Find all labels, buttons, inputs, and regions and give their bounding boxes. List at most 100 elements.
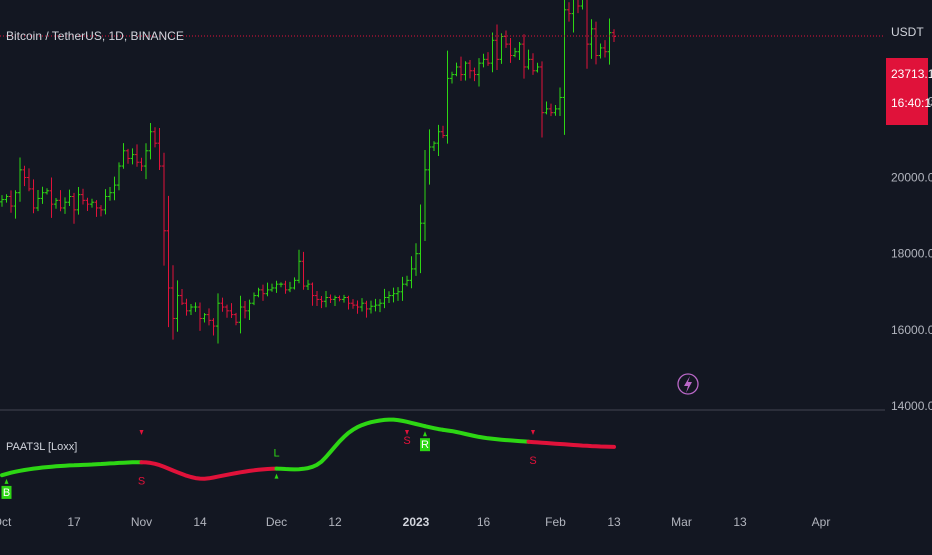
signal-label: L [273,448,279,460]
price-bar [63,197,67,214]
price-bar [198,302,202,331]
time-axis-tick: Apr [812,515,831,529]
price-bar [148,123,153,160]
price-bar [13,190,18,219]
price-bar [481,53,486,68]
price-bar [535,62,540,73]
price-bar [477,58,481,87]
price-bar [508,37,513,63]
price-bar [144,143,148,180]
price-bar [351,299,355,309]
price-axis-tick: 20000.00 [891,170,932,184]
signal-arrow-down [405,430,409,435]
indicator-line-segment [526,439,616,449]
price-bar [81,188,85,205]
price-bar [180,288,184,305]
price-bar [396,287,400,301]
price-axis-tick: 18000.00 [891,247,932,261]
time-axis-tick: 14 [193,515,207,529]
price-bar [360,298,364,312]
price-bar [378,299,382,313]
price-bar [607,18,612,65]
price-tag: 23713.10 16:40:18 [886,58,932,125]
last-price-label: 23713.10 [891,67,932,81]
price-bar [328,294,333,303]
indicator-line-segment [0,460,144,478]
price-bar [0,195,4,207]
currency-label: USDT [891,25,924,39]
price-bar [324,291,328,308]
symbol-title[interactable]: Bitcoin / TetherUS, 1D, BINANCE [6,29,184,43]
price-bar [216,293,220,344]
time-axis-tick: Oct [0,515,12,529]
price-bar [99,205,103,217]
price-bar [346,295,351,310]
price-bar [130,148,135,165]
price-bar [270,283,274,292]
time-axis[interactable]: Oct 17 Nov 14 Dec 12 2023 16 Feb 13 Mar 13 Apr [0,515,830,529]
price-bar [297,249,301,284]
price-bar [301,251,306,290]
indicator-line-segment [139,460,279,481]
price-bar [211,318,216,336]
price-bar [562,0,567,135]
price-bar [135,144,139,167]
price-bar [391,287,396,303]
price-bar [184,298,189,316]
price-bar [112,176,117,201]
price-bar [400,276,405,301]
indicator-line-segment [441,427,531,444]
price-bar [571,0,574,33]
signal-label: S [529,455,536,467]
signal-label: S [138,475,145,487]
price-bar [252,292,256,306]
signal-label: B [3,487,10,499]
price-bar [441,125,445,139]
alert-icon[interactable] [677,373,699,395]
indicator-line-segment [274,417,427,472]
lightning-icon [684,376,692,393]
price-bar [162,152,166,266]
indicator-title[interactable]: PAAT3L [Loxx] [6,441,77,453]
price-bar [234,312,238,326]
price-bar [459,56,463,81]
price-bar [117,162,121,191]
price-bar [405,275,409,287]
price-bar [463,61,468,81]
price-bar [94,200,99,217]
price-bar [238,295,243,334]
price-bar [31,179,36,214]
price-bar [427,129,432,185]
price-bar [364,300,369,318]
time-axis-tick: Feb [545,515,566,529]
price-bar [486,52,490,66]
price-bar [342,294,346,303]
time-axis-tick: 13 [733,515,747,529]
price-bar [310,282,315,306]
price-bar [202,313,207,323]
price-bar [436,124,441,157]
price-bar [76,186,81,215]
time-axis-tick: Nov [131,515,152,529]
price-bar [54,197,58,209]
time-axis-tick: 2023 [403,515,430,529]
price-bar [490,32,495,73]
price-bar [292,277,297,290]
price-bar [567,2,571,22]
price-bar [418,204,423,274]
price-bar [288,281,292,293]
price-bar [126,148,130,164]
price-bar [409,256,414,289]
countdown-label: 16:40:18 [891,96,932,110]
price-bar [279,282,283,288]
price-bar [369,300,373,314]
signal-arrow-down [139,430,144,435]
price-bar [445,50,450,144]
price-bar [27,168,31,192]
price-bar [387,291,391,304]
price-bar [22,165,27,187]
price-bar [256,287,261,298]
